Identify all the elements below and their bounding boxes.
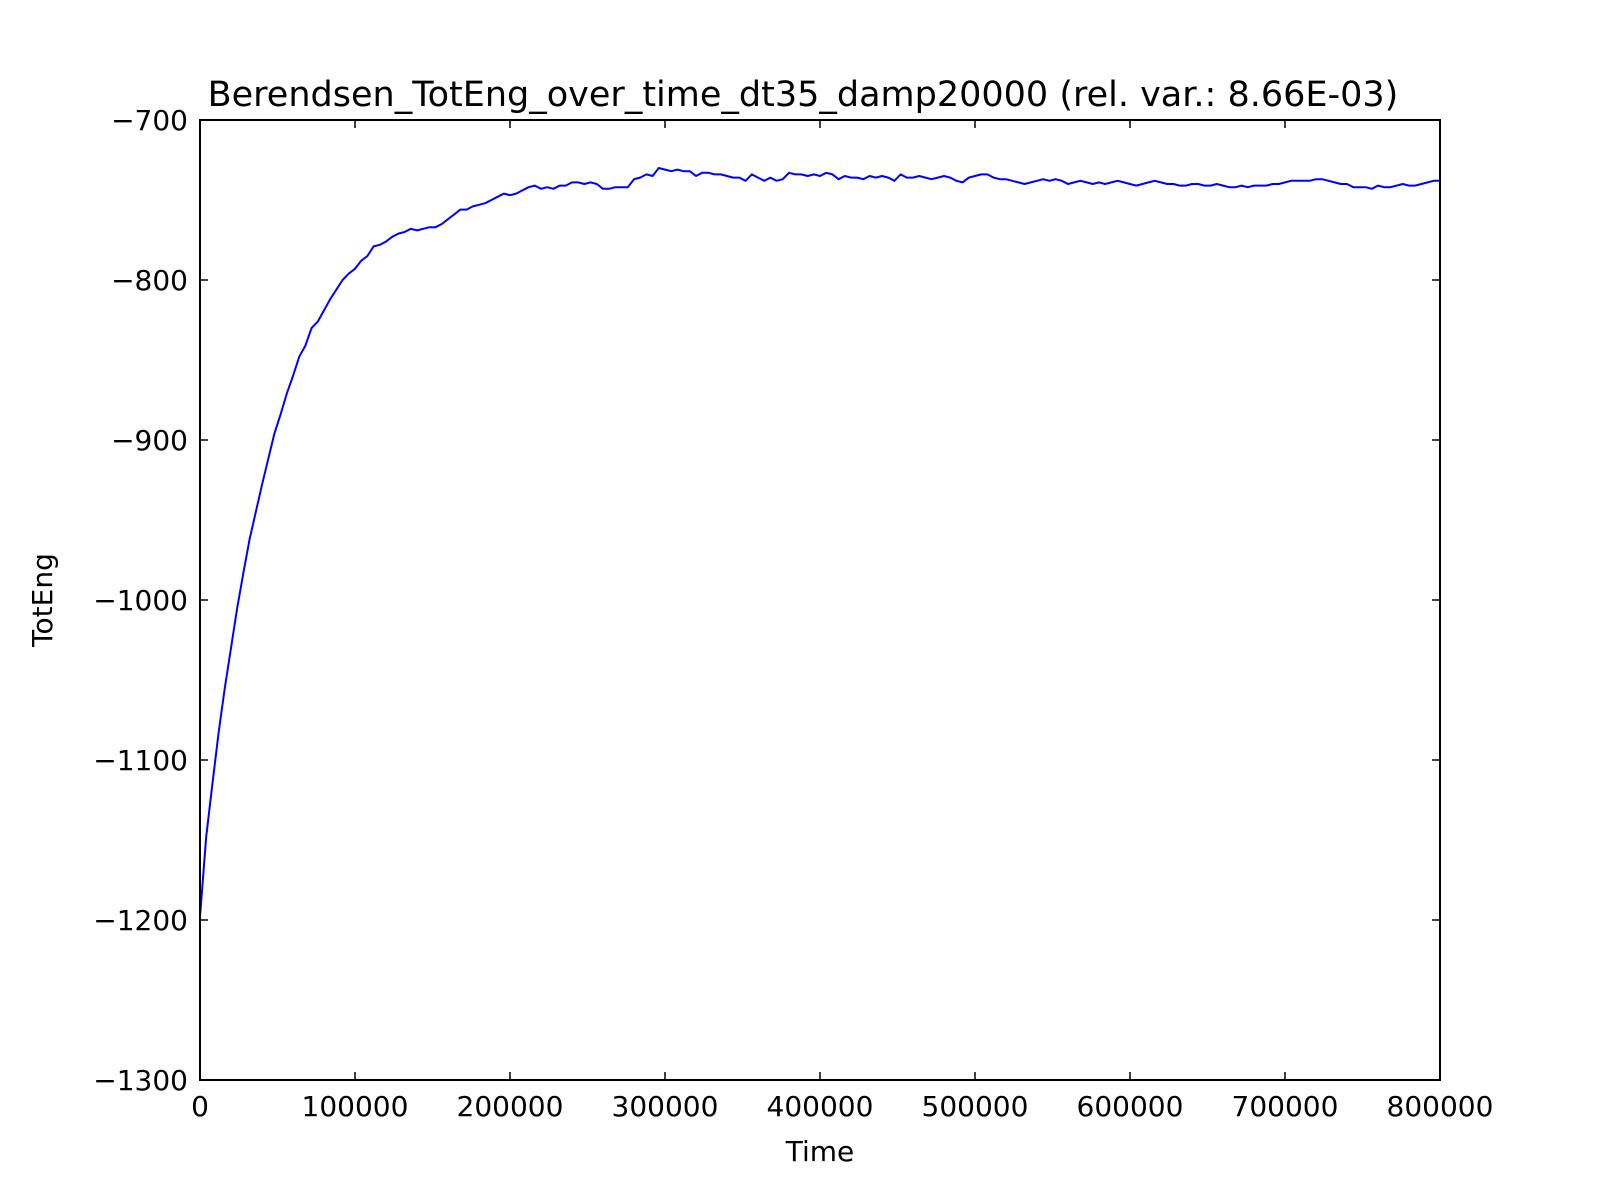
y-tick-label: −900	[111, 424, 188, 457]
series-line-0	[199, 167, 1440, 917]
y-tick-label: −1100	[93, 744, 188, 777]
x-tick-label: 300000	[612, 1090, 719, 1123]
y-tick-label: −1300	[93, 1064, 188, 1097]
plot-series	[199, 167, 1440, 917]
x-tick-label: 100000	[302, 1090, 409, 1123]
x-tick-label: 400000	[767, 1090, 874, 1123]
x-axis-label: Time	[785, 1135, 855, 1168]
x-tick-labels: 0 100000 200000 300000 400000 500000 600000 700…	[191, 1090, 1493, 1123]
x-tick-label: 500000	[922, 1090, 1029, 1123]
y-tick-label: −1200	[93, 904, 188, 937]
chart-title: Berendsen_TotEng_over_time_dt35_damp2000…	[208, 75, 1399, 115]
y-tick-label: −800	[111, 264, 188, 297]
plot-frame	[199, 119, 1441, 1081]
x-tick-label: 0	[191, 1090, 209, 1123]
y-tick-label: −1000	[93, 584, 188, 617]
y-tick-labels: −700 −800 −900 −1000 −1100 −1200 −1300	[93, 104, 188, 1097]
x-tick-label: 600000	[1077, 1090, 1184, 1123]
x-tick-label: 200000	[457, 1090, 564, 1123]
x-tick-label: 800000	[1387, 1090, 1494, 1123]
y-axis-label: TotEng	[26, 553, 59, 648]
x-tick-label: 700000	[1232, 1090, 1339, 1123]
y-tick-label: −700	[111, 104, 188, 137]
